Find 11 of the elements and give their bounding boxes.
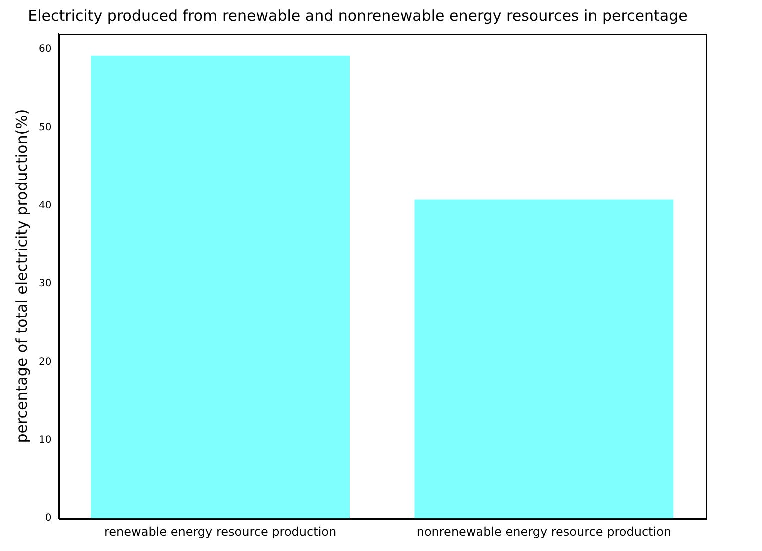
y-tick-label: 0 <box>45 513 52 524</box>
y-tick-label: 30 <box>38 278 52 290</box>
x-tick-label: nonrenewable energy resource production <box>416 524 672 539</box>
y-tick-label: 10 <box>38 435 52 446</box>
y-tick-label: 60 <box>38 44 52 56</box>
y-tick-label: 20 <box>38 356 52 368</box>
y-tick-label: 50 <box>38 122 52 134</box>
x-tick-label: renewable energy resource production <box>104 524 337 539</box>
chart-title: Electricity produced from renewable and nonrenewable energy resources in percentage <box>28 6 688 25</box>
y-tick-label: 40 <box>38 200 52 212</box>
y-axis-title: percentage of total electricity production(%) <box>12 109 31 444</box>
